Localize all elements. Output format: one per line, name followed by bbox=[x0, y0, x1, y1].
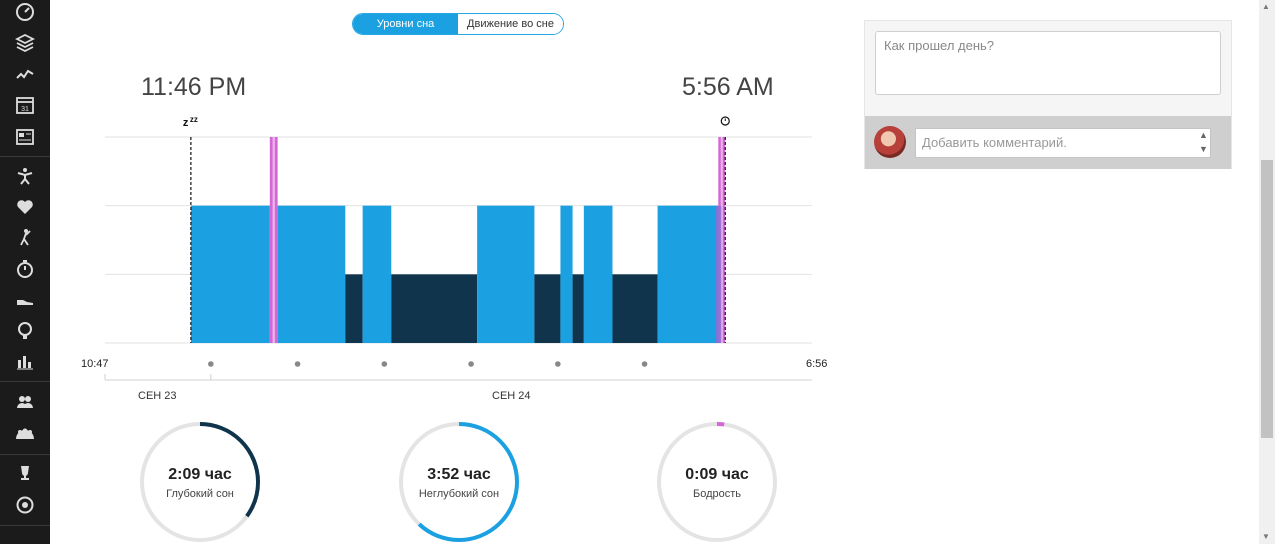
chart-bars bbox=[190, 137, 726, 343]
timer-icon[interactable] bbox=[0, 255, 50, 283]
bar-awake-highlight bbox=[720, 137, 723, 343]
notes-panel: Как прошел день? Добавить комментарий. ▲… bbox=[864, 20, 1232, 169]
x-axis-tick-dot bbox=[468, 361, 474, 367]
date-label-start: СЕН 23 bbox=[138, 390, 177, 402]
chart-markers: z zz bbox=[183, 115, 730, 343]
sleep-end-time: 5:56 AM bbox=[682, 73, 774, 101]
activity-icon[interactable] bbox=[0, 61, 50, 89]
fitness-icon[interactable] bbox=[0, 162, 50, 190]
comment-input[interactable]: Добавить комментарий. bbox=[915, 128, 1211, 158]
golf-icon[interactable] bbox=[0, 223, 50, 251]
bar-deep bbox=[345, 274, 363, 343]
sidebar-separator bbox=[0, 454, 50, 455]
stat-label: Бодрость bbox=[692, 488, 742, 500]
x-axis-tick-dot bbox=[381, 361, 388, 367]
scroll-up-arrow[interactable]: ▲ bbox=[1262, 2, 1270, 11]
shoe-icon[interactable] bbox=[0, 286, 50, 314]
bar-awake-highlight bbox=[272, 137, 275, 343]
friends-icon[interactable] bbox=[0, 388, 50, 416]
tab-sleep-levels[interactable]: Уровни сна bbox=[353, 14, 458, 34]
target-icon[interactable] bbox=[0, 491, 50, 519]
x-axis-tick-dot bbox=[294, 361, 301, 367]
sleep-chart: z zz 10:47 6:56 bbox=[81, 115, 827, 381]
bar-light bbox=[583, 205, 613, 343]
insights-icon[interactable] bbox=[0, 317, 50, 345]
sidebar: 31 bbox=[0, 0, 50, 544]
sleep-zzz-icon: z bbox=[183, 117, 189, 129]
x-axis-end-label: 6:56 bbox=[806, 358, 827, 370]
layers-icon[interactable] bbox=[0, 29, 50, 57]
avatar bbox=[874, 126, 906, 158]
stat-awake: 0:09 час Бодрость bbox=[655, 420, 779, 544]
ring-progress bbox=[657, 422, 777, 542]
calendar-day: 31 bbox=[21, 106, 29, 113]
calendar-icon[interactable]: 31 bbox=[0, 91, 50, 119]
ring-progress bbox=[399, 422, 519, 542]
bar-deep bbox=[572, 274, 584, 343]
scroll-down-arrow[interactable]: ▼ bbox=[1262, 532, 1270, 541]
news-icon[interactable] bbox=[0, 123, 50, 151]
groups-icon[interactable] bbox=[0, 420, 50, 448]
sidebar-separator bbox=[0, 381, 50, 382]
comment-scroll-arrows[interactable]: ▲ ▼ bbox=[1199, 130, 1208, 154]
view-toggle: Уровни сна Движение во сне bbox=[352, 13, 564, 35]
stat-label: Неглубокий сон bbox=[418, 488, 500, 500]
bar-light bbox=[560, 205, 573, 343]
sleep-start-time: 11:46 PM bbox=[141, 73, 247, 101]
page-scrollbar-thumb[interactable] bbox=[1261, 160, 1273, 438]
bar-light bbox=[362, 205, 392, 343]
stat-ring bbox=[399, 422, 519, 542]
reports-icon[interactable] bbox=[0, 347, 50, 375]
tab-sleep-movement[interactable]: Движение во сне bbox=[458, 14, 563, 34]
x-axis-tick-dot bbox=[555, 361, 561, 367]
wake-marker bbox=[715, 206, 722, 343]
bar-deep bbox=[391, 274, 478, 343]
trophy-icon[interactable] bbox=[0, 459, 50, 487]
day-notes-input[interactable]: Как прошел день? bbox=[875, 31, 1221, 95]
bar-deep bbox=[534, 274, 561, 343]
x-axis-tick-dot bbox=[208, 361, 214, 367]
bar-deep bbox=[612, 274, 658, 343]
sidebar-separator bbox=[0, 156, 50, 157]
dashboard-icon[interactable] bbox=[0, 0, 50, 26]
stat-light-sleep: 3:52 час Неглубокий сон bbox=[397, 420, 521, 544]
chart-axis: 10:47 6:56 bbox=[81, 358, 827, 381]
stat-value: 3:52 час bbox=[427, 466, 491, 483]
stat-ring bbox=[140, 422, 260, 542]
sleep-zzz-icon-small: zz bbox=[190, 115, 198, 124]
stat-value: 0:09 час bbox=[685, 466, 749, 483]
bar-light bbox=[477, 205, 535, 343]
bar-light bbox=[277, 205, 346, 343]
stat-value: 2:09 час bbox=[168, 466, 232, 483]
stat-deep-sleep: 2:09 час Глубокий сон bbox=[138, 420, 262, 544]
x-axis-start-label: 10:47 bbox=[81, 358, 109, 370]
date-label-next: СЕН 24 bbox=[492, 390, 531, 402]
heart-icon[interactable] bbox=[0, 193, 50, 221]
stat-label: Глубокий сон bbox=[166, 488, 234, 500]
comment-bar: Добавить комментарий. ▲ ▼ bbox=[865, 116, 1231, 169]
sidebar-separator bbox=[0, 525, 50, 526]
bar-light bbox=[190, 205, 270, 343]
alarm-icon bbox=[720, 116, 730, 126]
x-axis-tick-dot bbox=[641, 361, 648, 367]
stat-ring bbox=[657, 422, 777, 542]
ring-progress bbox=[140, 422, 260, 542]
bar-light bbox=[657, 205, 719, 343]
